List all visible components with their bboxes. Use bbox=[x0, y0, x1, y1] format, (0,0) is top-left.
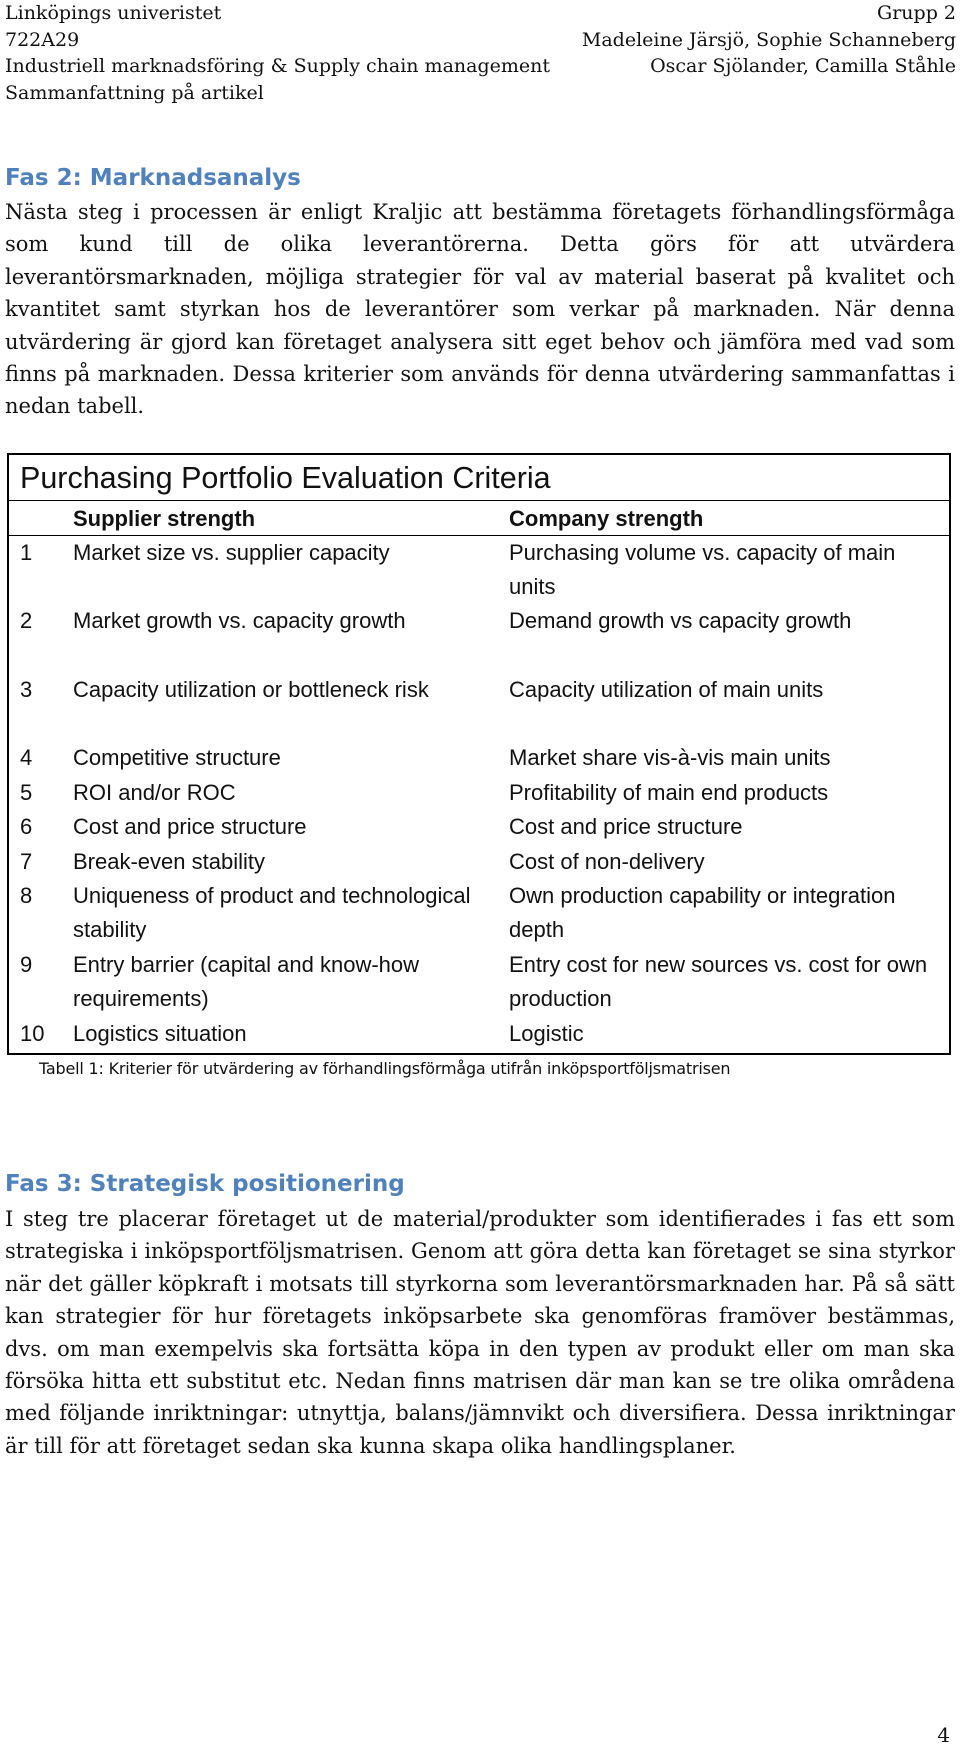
section-heading-fas2: Fas 2: Marknadsanalys bbox=[5, 165, 301, 191]
header-doc-type: Sammanfattning på artikel bbox=[5, 81, 264, 104]
header-university: Linköpings univeristet bbox=[5, 2, 222, 24]
section-paragraph-fas3: I steg tre placerar företaget ut de mate… bbox=[5, 1207, 955, 1458]
column-header-supplier: Supplier strength bbox=[73, 506, 256, 531]
company-criterion: Profitability of main end products bbox=[509, 780, 829, 805]
company-criterion: Market share vis-à-vis main units bbox=[509, 745, 831, 770]
table-title: Purchasing Portfolio Evaluation Criteria bbox=[9, 455, 949, 501]
page-number: 4 bbox=[937, 1723, 950, 1747]
company-criterion: Entry cost for new sources vs. cost for … bbox=[509, 952, 928, 1011]
evaluation-criteria-table: Purchasing Portfolio Evaluation Criteria… bbox=[7, 453, 951, 1055]
header-authors-line1: Madeleine Järsjö, Sophie Schanneberg bbox=[581, 28, 956, 51]
supplier-criterion: ROI and/or ROC bbox=[73, 780, 236, 805]
row-number: 8 bbox=[20, 883, 33, 908]
header-left: Linköpings univeristet 722A29 Industriel… bbox=[5, 0, 550, 106]
row-number: 3 bbox=[20, 677, 33, 702]
supplier-criterion: Market size vs. supplier capacity bbox=[73, 540, 390, 565]
row-number: 4 bbox=[20, 745, 33, 770]
row-number: 6 bbox=[20, 814, 33, 839]
row-number: 7 bbox=[20, 849, 33, 874]
supplier-criterion: Break-even stability bbox=[73, 849, 265, 874]
section-heading-fas3: Fas 3: Strategisk positionering bbox=[5, 1171, 405, 1197]
column-header-company: Company strength bbox=[509, 506, 704, 531]
supplier-criterion: Uniqueness of product and technological … bbox=[73, 883, 471, 942]
section-paragraph-fas2: Nästa steg i processen är enligt Kraljic… bbox=[5, 200, 955, 419]
header-course-name: Industriell marknadsföring & Supply chai… bbox=[5, 55, 550, 77]
row-number: 10 bbox=[20, 1021, 45, 1046]
supplier-criterion: Logistics situation bbox=[73, 1021, 247, 1046]
supplier-criterion: Entry barrier (capital and know-how requ… bbox=[73, 952, 420, 1011]
company-criterion: Cost and price structure bbox=[509, 814, 743, 839]
row-number: 9 bbox=[20, 952, 33, 977]
header-course-code: 722A29 bbox=[5, 28, 80, 51]
row-number: 2 bbox=[20, 608, 33, 633]
company-criterion: Logistic bbox=[509, 1021, 584, 1046]
company-criterion: Cost of non-delivery bbox=[509, 849, 705, 874]
table-caption: Tabell 1: Kriterier för utvärdering av f… bbox=[39, 1059, 731, 1078]
company-criterion: Purchasing volume vs. capacity of main u… bbox=[509, 540, 896, 599]
header-right: Grupp 2 Madeleine Järsjö, Sophie Schanne… bbox=[582, 0, 956, 80]
header-authors-line2: Oscar Sjölander, Camilla Ståhle bbox=[650, 55, 956, 77]
supplier-criterion: Market growth vs. capacity growth bbox=[73, 608, 406, 633]
supplier-criterion: Capacity utilization or bottleneck risk bbox=[73, 677, 429, 702]
supplier-criterion: Cost and price structure bbox=[73, 814, 307, 839]
table-header-row: Supplier strength Company strength bbox=[9, 501, 949, 536]
header-group: Grupp 2 bbox=[877, 2, 956, 24]
company-criterion: Demand growth vs capacity growth bbox=[509, 608, 852, 633]
supplier-criterion: Competitive structure bbox=[73, 745, 281, 770]
company-criterion: Own production capability or integration… bbox=[509, 883, 896, 942]
company-criterion: Capacity utilization of main units bbox=[509, 677, 824, 702]
row-number: 5 bbox=[20, 780, 33, 805]
row-number: 1 bbox=[20, 540, 33, 565]
